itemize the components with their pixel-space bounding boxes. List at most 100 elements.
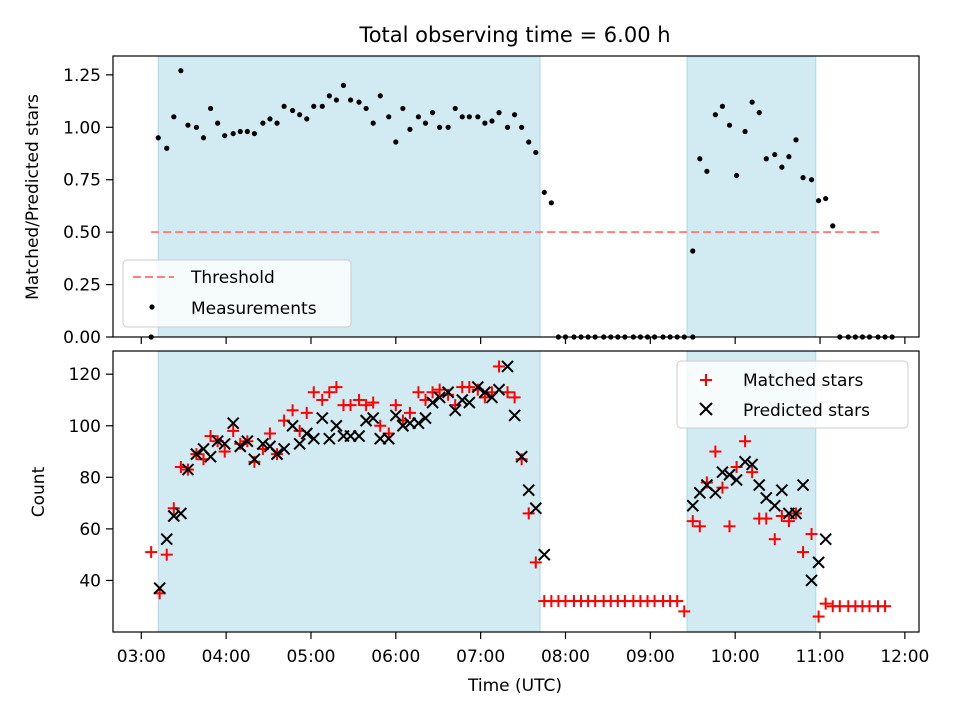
measurement-point bbox=[429, 110, 436, 116]
matched-point bbox=[529, 556, 542, 569]
measurement-point bbox=[526, 139, 532, 145]
predicted-point-b bbox=[277, 442, 291, 456]
measurement-point bbox=[548, 200, 554, 206]
measurement-point bbox=[267, 116, 273, 122]
measurement-point bbox=[541, 189, 547, 195]
bottom-y-tick-label: 80 bbox=[79, 468, 101, 488]
predicted-point bbox=[277, 442, 291, 456]
predicted-point bbox=[211, 435, 224, 448]
matched-point bbox=[693, 520, 706, 533]
matched-point bbox=[323, 386, 336, 399]
predicted-point-b bbox=[738, 455, 752, 469]
predicted-point-b bbox=[501, 360, 514, 373]
measurement-point bbox=[763, 156, 769, 162]
matched-point bbox=[782, 515, 795, 528]
measurement-point bbox=[519, 124, 525, 130]
bottom-y-ticks: 40 60 80 100 120 bbox=[69, 365, 113, 591]
measurement-point bbox=[393, 139, 399, 145]
measurement-point bbox=[496, 110, 502, 116]
predicted-point bbox=[456, 393, 469, 407]
matched-point bbox=[442, 388, 455, 401]
predicted-point bbox=[352, 429, 366, 443]
predicted-point bbox=[389, 409, 403, 422]
predicted-point bbox=[738, 455, 752, 469]
legend-predicted-label: Predicted stars bbox=[743, 401, 870, 421]
matched-point bbox=[300, 406, 313, 419]
predicted-point bbox=[226, 416, 240, 430]
predicted-point-b bbox=[181, 463, 195, 476]
predicted-point bbox=[789, 507, 803, 520]
measurement-point bbox=[475, 114, 481, 120]
predicted-point bbox=[174, 507, 188, 520]
predicted-point-b bbox=[686, 499, 699, 512]
measurement-point bbox=[749, 99, 755, 105]
measurement-point bbox=[415, 114, 422, 120]
predicted-point-b bbox=[389, 409, 403, 422]
bottom-x-tick-label: 05:00 bbox=[286, 647, 335, 667]
measurement-point bbox=[370, 120, 376, 126]
predicted-point-b bbox=[819, 532, 832, 546]
measurement-point bbox=[808, 177, 815, 183]
top-y-axis-label: Matched/Predicted stars bbox=[23, 94, 43, 300]
measurement-point bbox=[830, 223, 836, 229]
measurement-point bbox=[489, 118, 495, 124]
measurement-point bbox=[237, 128, 243, 135]
predicted-point bbox=[538, 548, 551, 561]
matched-point bbox=[716, 481, 729, 494]
matched-point bbox=[344, 399, 357, 412]
measurement-point bbox=[356, 99, 362, 105]
predicted-point bbox=[441, 386, 455, 399]
x-axis-label: Time (UTC) bbox=[467, 676, 562, 696]
predicted-point bbox=[501, 360, 514, 373]
predicted-point-b bbox=[174, 507, 188, 520]
matched-point bbox=[433, 383, 446, 396]
matched-point bbox=[160, 548, 173, 561]
measurement-point bbox=[178, 68, 184, 74]
bottom-y-tick-label: 100 bbox=[69, 417, 101, 437]
predicted-point bbox=[396, 419, 410, 432]
measurement-point bbox=[222, 133, 228, 139]
predicted-point bbox=[753, 478, 766, 492]
predicted-point bbox=[768, 499, 781, 512]
bottom-y-axis-label: Count bbox=[29, 466, 49, 517]
predicted-point-b bbox=[433, 391, 446, 404]
matched-point bbox=[678, 605, 691, 618]
predicted-point bbox=[723, 468, 736, 481]
measurement-point bbox=[164, 145, 170, 151]
matched-point bbox=[501, 386, 514, 399]
matched-point bbox=[330, 381, 343, 394]
measurement-point bbox=[326, 93, 332, 99]
matched-point bbox=[686, 515, 699, 528]
predicted-point bbox=[775, 484, 789, 497]
top-legend-box bbox=[122, 259, 352, 328]
predicted-point-b bbox=[529, 502, 543, 515]
predicted-point-b bbox=[538, 548, 551, 561]
measurement-point bbox=[200, 135, 207, 141]
predicted-point bbox=[190, 447, 203, 461]
top-y-tick-label: 0.50 bbox=[63, 223, 101, 243]
bottom-x-tick-label: 07:00 bbox=[456, 647, 505, 667]
predicted-point bbox=[248, 453, 261, 466]
predicted-point bbox=[508, 409, 521, 422]
matched-point bbox=[760, 512, 773, 525]
measurement-point bbox=[289, 107, 296, 114]
predicted-points bbox=[153, 360, 832, 595]
predicted-point bbox=[204, 450, 217, 463]
measurement-point bbox=[407, 126, 413, 132]
measurement-point bbox=[297, 112, 303, 118]
figure-title: Total observing time = 6.00 h bbox=[358, 23, 670, 47]
measurement-point bbox=[155, 135, 161, 141]
matched-point bbox=[412, 386, 425, 399]
predicted-point-b bbox=[700, 478, 714, 492]
predicted-point-b bbox=[730, 473, 743, 487]
measurement-point bbox=[185, 122, 191, 128]
measurement-point bbox=[504, 124, 511, 130]
matched-point bbox=[389, 399, 402, 412]
predicted-point bbox=[412, 416, 425, 430]
measurement-point bbox=[704, 168, 710, 174]
predicted-point bbox=[716, 465, 729, 479]
predicted-point bbox=[218, 437, 231, 451]
predicted-point bbox=[819, 532, 832, 546]
predicted-point bbox=[448, 404, 462, 417]
measurement-point bbox=[793, 137, 799, 143]
